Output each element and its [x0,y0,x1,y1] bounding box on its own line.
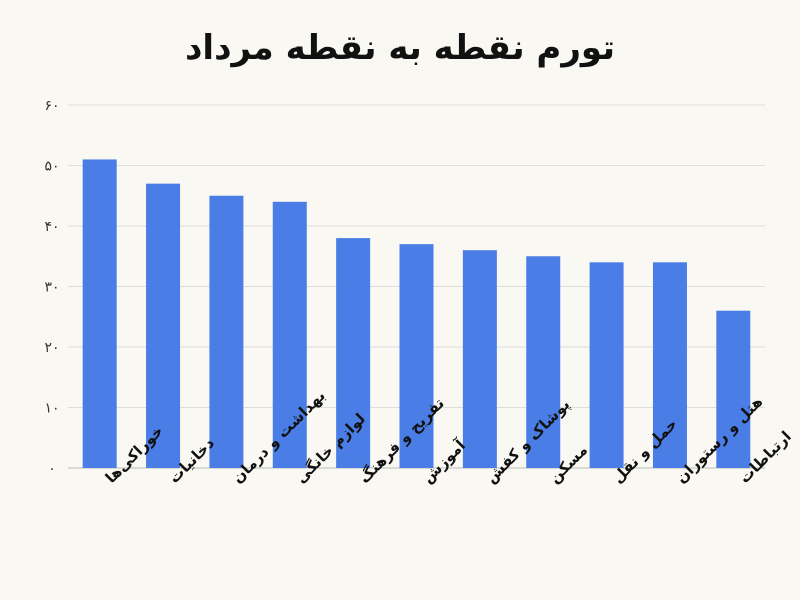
bar [526,256,561,468]
bar [146,183,181,468]
y-tick-label: ۳۰ [44,280,59,296]
bar [209,195,244,468]
bar [652,262,687,468]
y-axis-ticks: ۰ ۱۰ ۲۰ ۳۰ ۴۰ ۵۰ ۶۰ [44,98,59,477]
bar [462,250,497,468]
bars [82,159,751,469]
y-tick-label: ۲۰ [44,340,59,356]
y-tick-label: ۰ [48,461,56,477]
bar [399,244,434,468]
y-tick-label: ۱۰ [44,401,59,417]
y-tick-label: ۴۰ [44,219,59,235]
y-tick-label: ۶۰ [44,98,59,114]
bar [82,159,117,468]
chart-title: تورم نقطه به نقطه مرداد [184,28,615,68]
bar [336,238,371,468]
bar [589,262,624,468]
y-tick-label: ۵۰ [44,159,59,175]
bar [716,310,751,468]
bar [272,201,307,469]
